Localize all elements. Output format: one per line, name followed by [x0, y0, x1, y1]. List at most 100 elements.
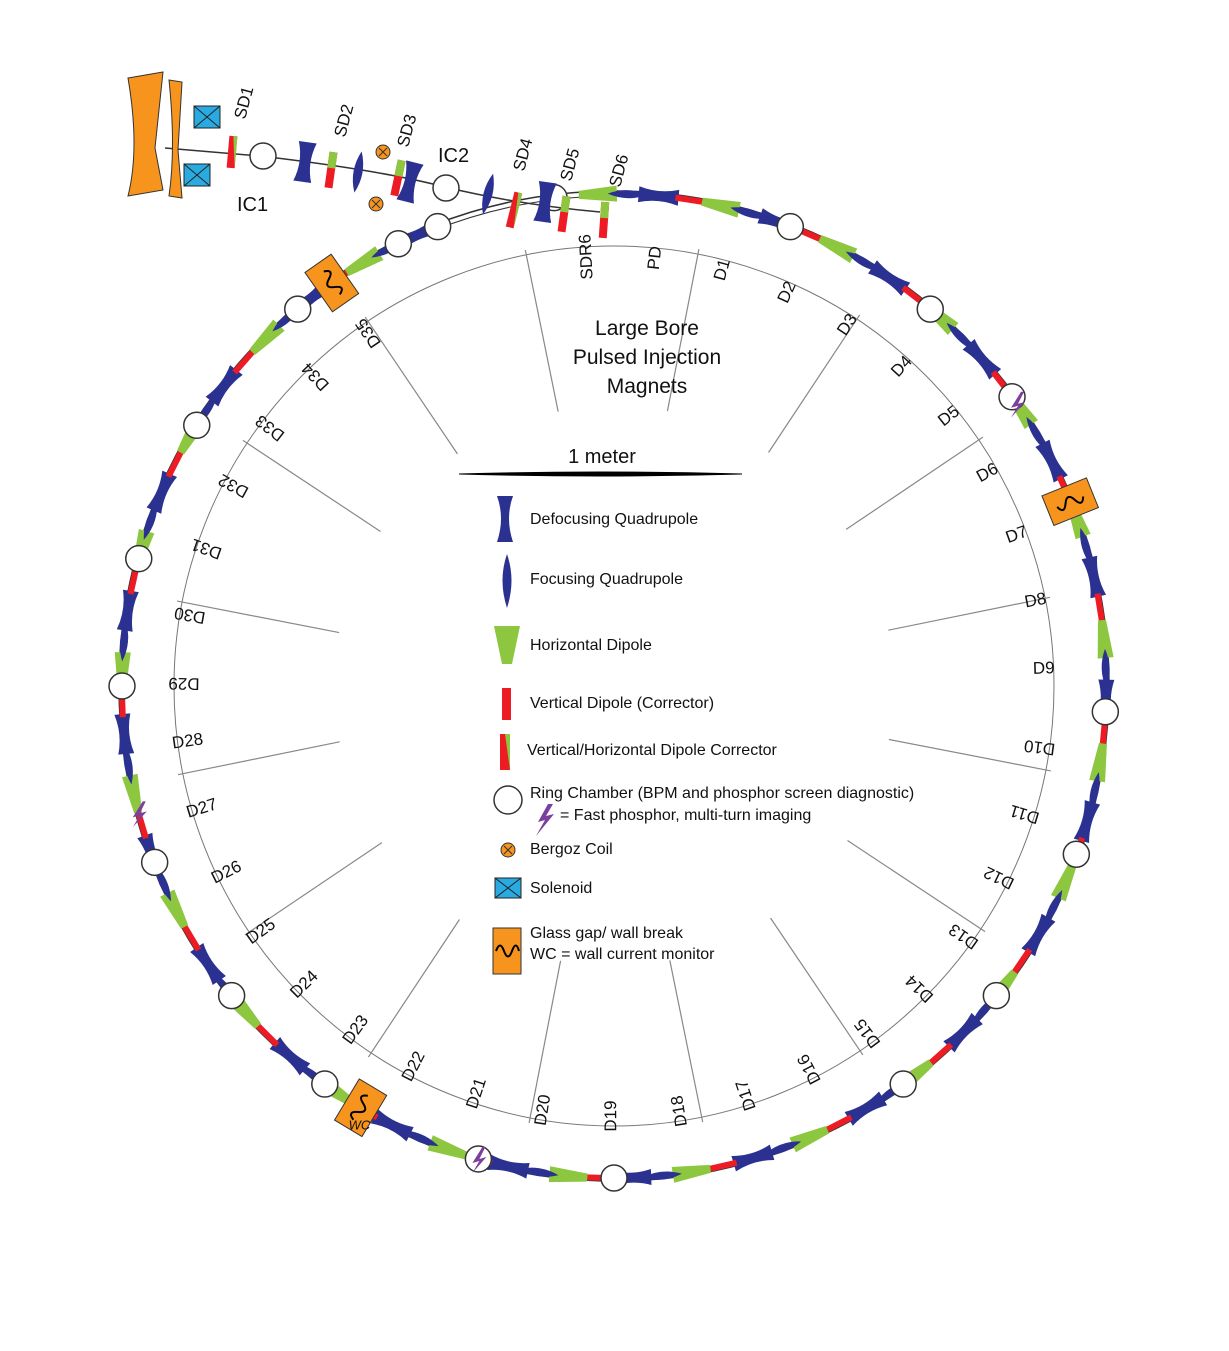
spoke [669, 960, 704, 1123]
spoke [768, 314, 861, 453]
ring-label: D23 [338, 1011, 372, 1047]
vertical-dipole-icon [165, 450, 184, 479]
defocusing-quad-icon [844, 1091, 888, 1126]
legend-label-2: = Fast phosphor, multi-turn imaging [560, 807, 811, 824]
ring-label: D19 [601, 1100, 620, 1131]
focusing-quad-icon [1080, 527, 1092, 567]
label-sd1: SD1 [231, 84, 258, 121]
focusing-quad-icon [502, 554, 512, 608]
defocusing-quad-icon [1073, 800, 1101, 844]
defocusing-quad-icon [146, 470, 178, 514]
ring-label: SDR6 [575, 234, 596, 280]
ring-label: D6 [973, 459, 1001, 486]
inner-reference-circle [173, 245, 1055, 1127]
ring-label: D5 [934, 402, 963, 430]
defocusing-quad-icon [487, 1154, 530, 1179]
ring-label: D16 [793, 1051, 824, 1087]
vertical-dipole-icon [1011, 947, 1033, 975]
legend-label: Bergoz Coil [530, 841, 613, 858]
glass-gap-icon [492, 927, 522, 975]
ring-chamber-icon [432, 174, 460, 202]
ring-label: D8 [1023, 589, 1048, 612]
ring-label: D35 [352, 315, 385, 351]
ring-chamber-icon [384, 230, 413, 258]
legend-bergoz-coil: Bergoz Coil [500, 841, 613, 858]
glass-gap-icon [1041, 477, 1100, 527]
ring-label: D11 [1007, 801, 1041, 828]
ring-chamber-icon [600, 1164, 628, 1192]
ring-label: D27 [184, 794, 219, 821]
vertical-dipole-icon [825, 1114, 853, 1133]
center-title-line3: Magnets [607, 375, 688, 398]
ring-label: D33 [252, 411, 288, 445]
glass-gap-icon [333, 1078, 388, 1138]
spoke [177, 741, 340, 776]
legend-ring-chamber: Ring Chamber (BPM and phosphor screen di… [493, 785, 914, 836]
vertical-dipole-icon [255, 1023, 280, 1048]
bergoz-coil-icon [500, 842, 516, 858]
label-sd3: SD3 [394, 112, 421, 149]
legend-glass-gap: Glass gap/ wall break WC = wall current … [492, 925, 715, 975]
spokes [177, 249, 1051, 1123]
horizontal-dipole-icon [494, 626, 520, 664]
spoke [528, 960, 562, 1123]
legend-label: Glass gap/ wall break [530, 925, 684, 942]
defocusing-quad-icon [190, 942, 226, 986]
ring-label: D7 [1003, 522, 1030, 547]
label-sd6: SD6 [606, 152, 633, 189]
vertical-dipole-icon [232, 349, 256, 375]
defocusing-quad-icon [731, 1144, 775, 1172]
horizontal-dipole-icon [427, 1135, 468, 1160]
ring-chamber-icon [998, 383, 1026, 411]
ring-labels: SDR6 PD D1D2D3D4D5D6D7D8D9D10D11D12D13D14D… [168, 234, 1056, 1132]
solenoid-icon [193, 105, 221, 129]
bergoz-coil-icon [368, 196, 384, 212]
ring-chamber-icon [283, 295, 312, 323]
glass-gap-icon [304, 253, 360, 313]
label-sd4: SD4 [510, 136, 537, 173]
ring-chamber-icon [1062, 840, 1091, 869]
ring-label: D26 [208, 857, 244, 888]
defocusing-quad-icon [114, 713, 135, 755]
wc-label: WC [349, 1118, 371, 1133]
vertical-dipole-icon [708, 1159, 738, 1172]
defocusing-quad-icon [370, 1109, 414, 1142]
ring-label: D17 [732, 1078, 760, 1114]
spoke [244, 842, 383, 936]
vertical-dipole-icon [928, 1042, 954, 1066]
legend-label: Defocusing Quadrupole [530, 511, 698, 528]
center-title-line2: Pulsed Injection [573, 346, 721, 369]
horizontal-dipole-icon [817, 235, 858, 263]
vh-corrector-icon [390, 159, 406, 197]
defocusing-quad-icon [497, 496, 513, 542]
legend-horizontal-dipole: Horizontal Dipole [494, 626, 652, 664]
horizontal-dipole-icon [1050, 861, 1077, 902]
ring-chamber-icon [311, 1070, 339, 1098]
spoke [888, 738, 1051, 772]
focusing-quad-icon [946, 322, 975, 351]
horizontal-dipole-icon [160, 889, 189, 929]
horizontal-dipole-icon [121, 773, 143, 814]
ring-chamber-icon [493, 785, 523, 815]
ring-label: D2 [774, 278, 800, 306]
ring-label: PD [644, 245, 665, 271]
ring-label: D22 [398, 1048, 429, 1084]
legend-label: Vertical Dipole (Corrector) [530, 695, 714, 712]
focusing-quad-icon [349, 150, 367, 194]
ring-label: D28 [171, 729, 205, 752]
spoke [770, 917, 864, 1056]
spoke [847, 840, 986, 933]
ring-label: D9 [1033, 658, 1055, 678]
legend-label-2: WC = wall current monitor [530, 946, 715, 963]
focusing-quad-icon [642, 1171, 682, 1180]
label-sd2: SD2 [331, 102, 358, 139]
bergoz-coil-icon [375, 144, 391, 160]
focusing-quad-icon [1044, 889, 1063, 926]
defocusing-quad-icon [962, 339, 1002, 380]
focusing-quad-icon [1089, 772, 1100, 812]
ring-label: D21 [462, 1076, 490, 1112]
legend-vh-corrector: Vertical/Horizontal Dipole Corrector [500, 734, 778, 770]
ring-chamber-icon [982, 981, 1011, 1010]
horizontal-dipole-icon [578, 185, 618, 202]
